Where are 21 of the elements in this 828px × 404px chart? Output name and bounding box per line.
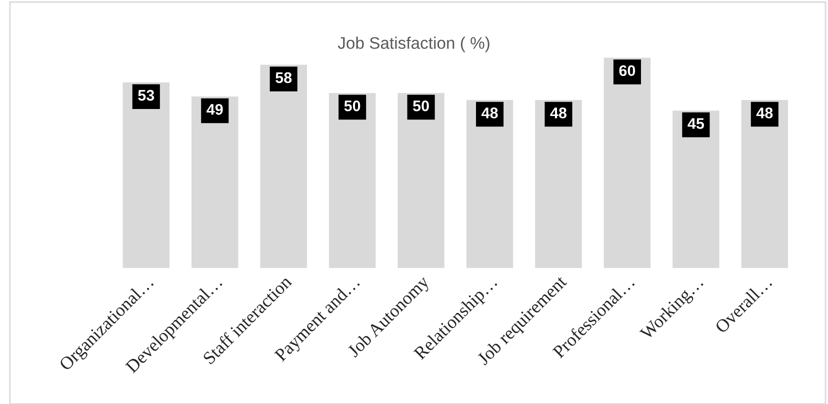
bar (328, 92, 378, 269)
chart-title: Job Satisfaction ( %) (338, 36, 490, 52)
data-label: 50 (344, 100, 360, 112)
data-label: 48 (756, 108, 773, 118)
data-label: 48 (482, 108, 498, 118)
bar (258, 63, 308, 269)
data-label: 50 (413, 100, 429, 112)
bar (534, 98, 584, 269)
data-label: 60 (619, 65, 636, 76)
bar (671, 109, 721, 269)
bar (396, 92, 446, 269)
data-label: 53 (138, 90, 154, 101)
bar (602, 56, 652, 269)
bar (740, 98, 790, 269)
data-label: 45 (688, 118, 704, 129)
bar (465, 98, 515, 269)
bar (121, 81, 171, 269)
data-label: 58 (276, 72, 292, 84)
data-label: 49 (206, 104, 223, 115)
bar (190, 95, 240, 269)
data-label: 48 (550, 108, 567, 118)
